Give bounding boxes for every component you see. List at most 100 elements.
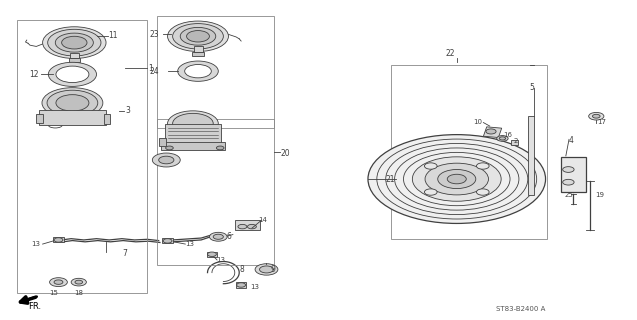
Circle shape (50, 278, 68, 287)
Text: 6: 6 (227, 232, 231, 241)
Bar (54, 237, 64, 243)
Circle shape (238, 224, 247, 229)
Bar (70, 53, 79, 59)
Text: 4: 4 (569, 136, 574, 146)
Bar (159, 138, 166, 146)
Circle shape (159, 156, 174, 164)
Text: 9: 9 (270, 265, 275, 274)
Text: 25: 25 (564, 192, 573, 198)
Bar (69, 58, 80, 62)
Text: 13: 13 (32, 241, 41, 247)
Circle shape (48, 29, 101, 56)
Text: 24: 24 (149, 67, 159, 76)
Circle shape (187, 31, 210, 42)
Bar (207, 252, 217, 257)
Circle shape (486, 129, 496, 134)
Text: 20: 20 (280, 149, 290, 158)
Text: 14: 14 (258, 217, 267, 223)
Circle shape (259, 266, 273, 273)
Circle shape (185, 65, 211, 78)
Bar (194, 46, 203, 52)
Circle shape (43, 27, 106, 59)
Circle shape (237, 283, 246, 287)
Circle shape (56, 95, 89, 111)
Circle shape (178, 61, 218, 81)
Circle shape (589, 112, 604, 120)
Ellipse shape (566, 168, 580, 180)
Circle shape (173, 113, 213, 134)
Text: 12: 12 (29, 70, 39, 79)
Circle shape (213, 234, 224, 239)
Text: 2: 2 (514, 138, 519, 144)
Circle shape (425, 163, 489, 195)
Bar (561, 157, 586, 192)
Circle shape (152, 153, 180, 167)
Circle shape (168, 21, 229, 52)
Text: 17: 17 (598, 119, 606, 125)
Circle shape (56, 66, 89, 83)
Bar (192, 52, 204, 56)
Text: 23: 23 (149, 30, 159, 39)
Circle shape (497, 136, 508, 141)
Circle shape (217, 146, 224, 150)
Circle shape (438, 170, 476, 188)
Circle shape (562, 179, 574, 185)
Text: FR.: FR. (28, 302, 41, 311)
Circle shape (55, 33, 94, 52)
Text: 13: 13 (250, 284, 259, 290)
Bar (391, 65, 547, 239)
Circle shape (42, 88, 103, 118)
Circle shape (476, 163, 489, 169)
Text: 22: 22 (445, 49, 455, 58)
Bar (36, 114, 43, 123)
Circle shape (255, 264, 278, 275)
Bar (162, 238, 173, 244)
Circle shape (368, 135, 545, 223)
Circle shape (447, 174, 466, 184)
Text: 13: 13 (216, 257, 225, 263)
Text: 21: 21 (385, 174, 394, 184)
Circle shape (173, 24, 224, 49)
Bar (104, 114, 110, 124)
Text: 13: 13 (185, 241, 194, 247)
Circle shape (54, 280, 63, 284)
Text: 7: 7 (123, 249, 127, 258)
Text: 16: 16 (504, 132, 513, 138)
Circle shape (592, 114, 600, 118)
Bar (161, 142, 225, 150)
Circle shape (424, 163, 437, 169)
Circle shape (424, 189, 437, 195)
Circle shape (62, 36, 87, 49)
Text: 10: 10 (473, 119, 482, 125)
Text: ST83-B2400 A: ST83-B2400 A (496, 306, 545, 312)
Text: 11: 11 (108, 31, 117, 40)
Text: 19: 19 (596, 192, 605, 198)
Text: 5: 5 (530, 83, 534, 92)
Circle shape (47, 90, 98, 116)
Bar (17, 20, 147, 293)
Circle shape (71, 278, 87, 286)
Text: 18: 18 (75, 290, 83, 296)
Circle shape (168, 111, 218, 136)
Text: 8: 8 (240, 265, 244, 274)
Circle shape (208, 252, 217, 256)
Text: 1: 1 (148, 63, 154, 73)
Circle shape (412, 157, 501, 201)
Text: 3: 3 (125, 106, 130, 115)
Circle shape (180, 28, 216, 45)
Bar (528, 116, 534, 195)
Bar (236, 283, 246, 288)
Circle shape (499, 137, 506, 140)
Bar (157, 119, 274, 265)
Circle shape (247, 224, 256, 229)
Bar (235, 220, 260, 230)
Circle shape (54, 238, 63, 242)
Circle shape (166, 146, 173, 150)
Circle shape (75, 280, 83, 284)
Circle shape (476, 189, 489, 195)
Bar (157, 16, 274, 128)
Bar (483, 127, 502, 138)
Bar (511, 140, 519, 145)
Circle shape (163, 239, 172, 243)
Bar (39, 110, 106, 125)
